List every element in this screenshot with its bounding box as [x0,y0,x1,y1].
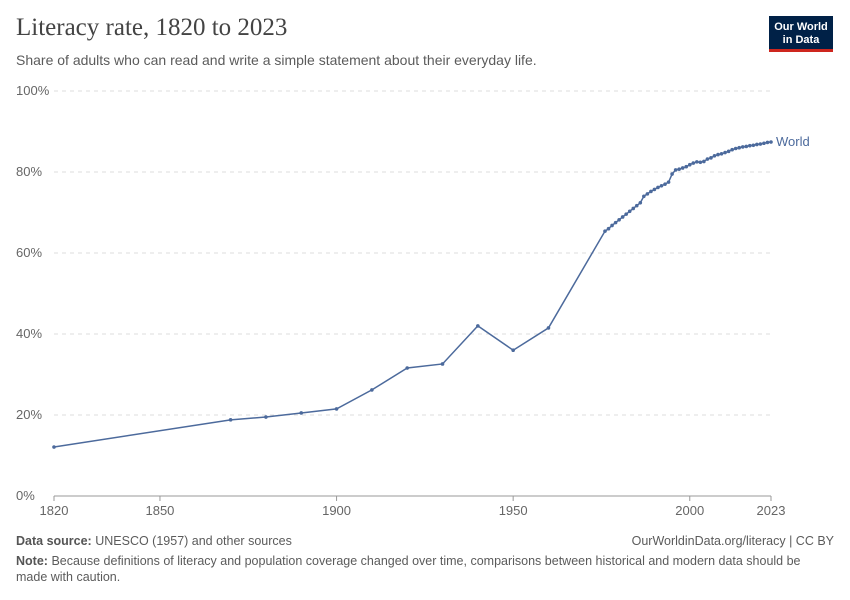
point [631,206,636,211]
point [680,166,685,170]
point [645,192,650,196]
point [405,366,410,370]
point [705,157,710,161]
note-text: Because definitions of literacy and popu… [16,554,801,584]
y-tick-label: 0% [16,488,35,503]
point [627,209,632,214]
point [546,326,551,330]
point [642,194,646,199]
point [334,407,339,411]
point [691,161,696,165]
line [53,141,772,448]
point [709,156,713,160]
chart-subtitle: Share of adults who can read and write a… [16,52,537,68]
point [740,145,745,149]
point [744,144,749,149]
x-tick-label: 2000 [675,503,704,518]
x-tick-label: 1950 [499,503,528,518]
y-tick-label: 100% [16,83,50,98]
point [719,151,724,156]
point [769,140,773,144]
x-tick-label: 1850 [145,503,174,518]
point [758,142,763,146]
point [751,143,756,148]
url: OurWorldinData.org/literacy | CC BY [631,534,834,548]
point [370,388,374,392]
point [765,140,770,145]
point [726,149,731,154]
logo-text: in Data [783,34,821,46]
point [228,418,233,422]
point [603,229,607,233]
point [617,217,621,222]
point [712,154,717,158]
point [606,226,611,231]
point [684,164,689,169]
point [673,168,678,172]
source: Data source: UNESCO (1957) and other sou… [16,533,292,549]
point [755,142,759,147]
x-tick-label: 2023 [757,503,786,518]
point [264,415,268,419]
point [695,160,699,164]
y-tick-label: 60% [16,245,42,260]
note-label: Note: [16,554,48,568]
point [670,172,674,176]
x-tick-label: 1900 [322,503,351,518]
source-label: Data source: [16,534,92,548]
point [299,411,304,415]
logo-bar [769,49,833,52]
point [677,167,681,171]
point [638,200,643,205]
point [634,203,639,208]
point [762,141,766,146]
point [663,182,667,186]
point [666,180,671,184]
point [624,212,628,216]
point [698,160,703,165]
point [656,185,660,190]
point [737,145,742,150]
point [702,159,706,164]
y-tick-label: 80% [16,164,42,179]
point [659,183,664,188]
point [723,150,727,155]
point [733,146,738,151]
y-tick-label: 20% [16,407,42,422]
point [649,189,653,194]
chart-title: Literacy rate, 1820 to 2023 [16,14,288,41]
point [716,152,720,157]
point [748,143,752,148]
point [511,348,515,353]
point [620,215,625,219]
point [730,147,734,152]
point [52,445,56,449]
point [687,162,692,167]
logo-box [769,16,833,52]
note: Note: Because definitions of literacy an… [16,553,816,585]
point [440,362,445,366]
y-tick-label: 40% [16,326,42,341]
x-tick-label: 1820 [40,503,69,518]
point [613,220,618,225]
source-text: UNESCO (1957) and other sources [95,534,292,548]
logo-text: Our World [774,21,828,33]
point [476,324,480,328]
point [610,223,614,228]
series-label: World [776,134,810,149]
point [652,187,657,192]
